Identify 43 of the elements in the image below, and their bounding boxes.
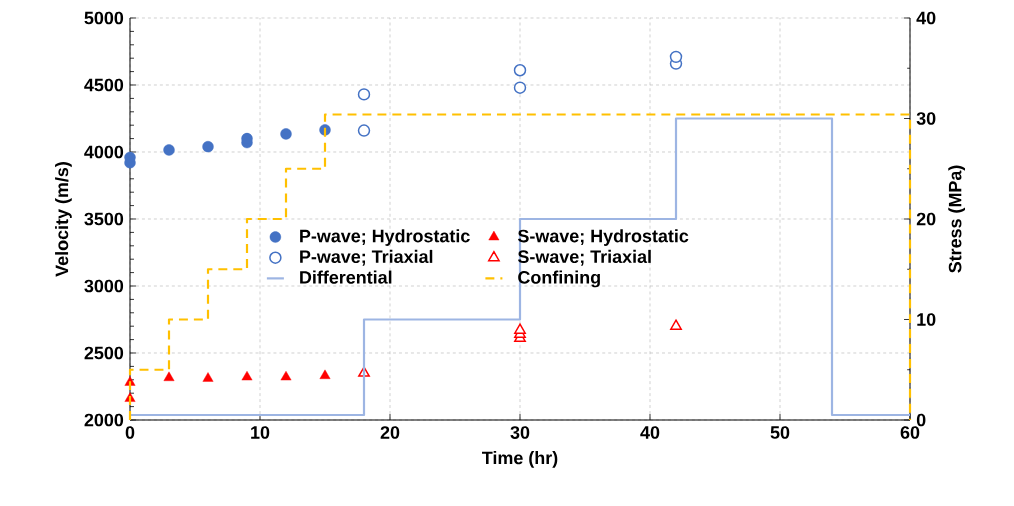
point: [357, 88, 371, 101]
point: [513, 64, 527, 77]
point: [514, 323, 526, 334]
y2-tick-label: 20: [916, 212, 936, 226]
y-tick-label: 4000: [84, 145, 124, 159]
x-tick-label: 60: [900, 426, 920, 439]
y2-tick-label: 10: [917, 313, 936, 326]
point: [670, 319, 682, 330]
y2-axis-title: Stress (MPa): [948, 165, 965, 273]
point: [163, 144, 175, 156]
point: [319, 369, 331, 379]
y2-tick-label: 40: [916, 11, 936, 25]
legend-label: P-wave; Hydrostatic: [300, 229, 470, 246]
y-tick-label: 2000: [84, 413, 124, 427]
point: [513, 81, 527, 94]
y-axis-title: Velocity (m/s): [55, 162, 72, 277]
legend-label: Differential: [300, 270, 392, 284]
point: [280, 370, 292, 381]
legend-label: Confining: [518, 270, 600, 288]
point: [202, 372, 214, 382]
x-tick-label: 50: [770, 426, 790, 439]
point: [357, 124, 371, 137]
x-tick-label: 40: [640, 426, 660, 439]
legend-label: P-wave; Triaxial: [300, 249, 433, 266]
y-tick-label: 3000: [84, 279, 124, 293]
point: [241, 370, 253, 381]
x-tick-label: 0: [125, 426, 135, 439]
legend-label: S-wave; Triaxial: [517, 249, 651, 266]
y-tick-label: 5000: [84, 11, 124, 25]
y-tick-label: 2500: [84, 346, 124, 360]
x-tick-label: 30: [510, 426, 530, 439]
point: [163, 371, 175, 381]
point: [202, 140, 214, 153]
y2-tick-label: 30: [916, 112, 936, 125]
x-tick-label: 20: [380, 426, 400, 439]
x-axis-title: Time (hr): [482, 451, 558, 468]
y-tick-label: 3500: [84, 212, 124, 226]
y-tick-label: 4500: [84, 78, 124, 92]
point: [669, 50, 683, 64]
point: [280, 128, 292, 140]
y2-tick-label: 0: [916, 413, 926, 427]
legend-label: S-wave; Hydrostatic: [517, 229, 689, 246]
x-tick-label: 10: [251, 426, 270, 439]
